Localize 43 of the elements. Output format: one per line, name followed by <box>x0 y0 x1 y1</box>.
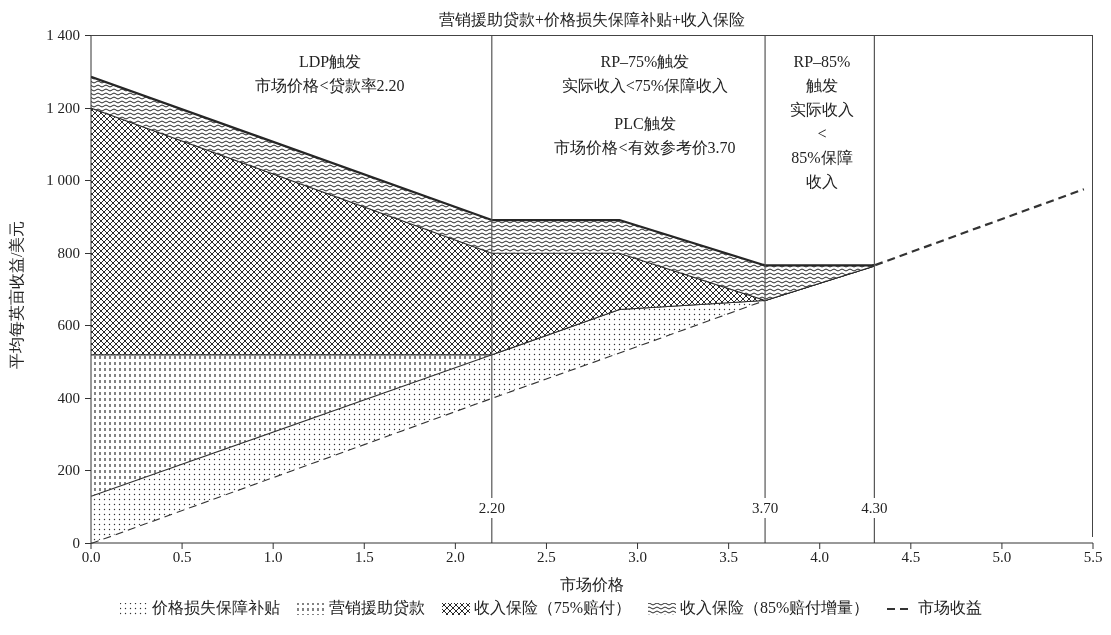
y-tick-label: 200 <box>57 462 80 479</box>
chart-title: 营销援助贷款+价格损失保障补贴+收入保险 <box>437 10 746 30</box>
y-tick-label: 800 <box>57 244 80 261</box>
x-tick-label: 4.0 <box>810 548 830 565</box>
annotation: RP–85% <box>793 53 851 70</box>
x-tick-label: 5.5 <box>1083 548 1103 565</box>
x-tick-label: 0.5 <box>172 548 192 565</box>
y-tick-label: 1 400 <box>46 27 80 43</box>
annotation: 实际收入 <box>790 101 854 118</box>
annotation: 实际收入<75%保障收入 <box>561 77 729 94</box>
ref-line-label: 2.20 <box>478 500 505 516</box>
annotation: 85%保障 <box>791 149 853 166</box>
ref-line-label: 4.30 <box>861 500 888 516</box>
x-tick-label: 3.5 <box>719 548 739 565</box>
x-tick-label: 0.0 <box>81 548 101 565</box>
legend-label: 收入保险（85%赔付增量） <box>679 598 870 618</box>
annotation: LDP触发 <box>298 53 362 70</box>
y-tick-label: 1 200 <box>46 99 80 116</box>
x-tick-label: 5.0 <box>992 548 1012 565</box>
annotation: 市场价格<贷款率2.20 <box>255 77 405 94</box>
x-tick-label: 1.0 <box>263 548 283 565</box>
annotation: PLC触发 <box>614 115 676 132</box>
y-axis-title: 平均每英亩收益/美元 <box>7 220 25 369</box>
x-tick-label: 2.0 <box>445 548 465 565</box>
x-tick-label: 3.0 <box>628 548 647 565</box>
legend-label: 价格损失保障补贴 <box>150 598 280 618</box>
annotation: < <box>817 125 827 142</box>
x-tick-label: 4.5 <box>901 548 921 565</box>
legend-label: 收入保险（75%赔付） <box>472 598 631 618</box>
x-tick-label: 1.5 <box>354 548 374 565</box>
annotation: RP–75%触发 <box>600 53 690 70</box>
legend-label: 营销援助贷款 <box>327 598 425 618</box>
annotation: 市场价格<有效参考价3.70 <box>554 139 736 156</box>
ref-line-label: 3.70 <box>751 500 779 516</box>
x-tick-label: 2.5 <box>537 548 556 565</box>
y-tick-label: 1 000 <box>46 172 80 189</box>
y-tick-label: 600 <box>57 317 80 334</box>
legend-label: 市场收益 <box>917 598 983 618</box>
annotation: 触发 <box>806 77 838 94</box>
y-tick-label: 0 <box>72 535 80 551</box>
annotation: 收入 <box>806 173 838 190</box>
y-tick-label: 400 <box>57 389 80 406</box>
x-axis-title: 市场价格 <box>560 576 624 593</box>
